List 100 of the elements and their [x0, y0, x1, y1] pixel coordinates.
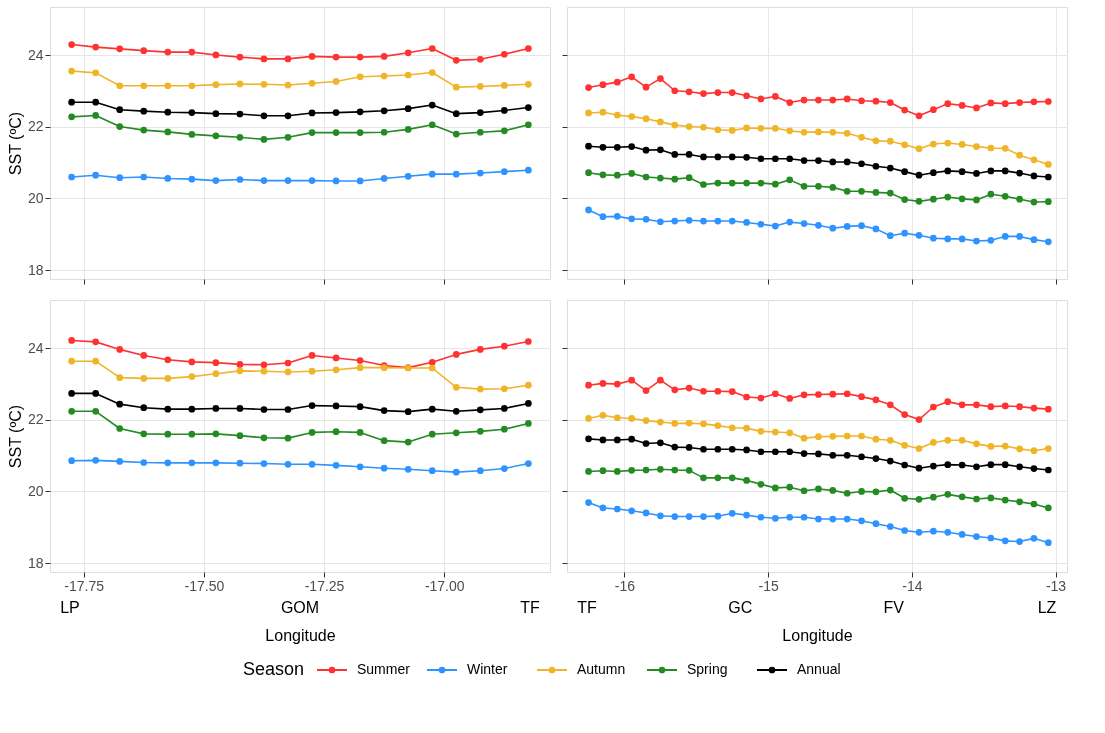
point: [92, 69, 100, 77]
point: [886, 137, 894, 145]
point: [260, 80, 268, 88]
point: [915, 197, 923, 205]
point: [786, 155, 794, 163]
point: [500, 385, 508, 393]
point: [800, 391, 808, 399]
point: [599, 504, 607, 512]
point: [68, 457, 75, 465]
point: [987, 99, 995, 107]
point: [428, 364, 436, 372]
x-tick-label: -17.25: [304, 577, 345, 594]
point: [404, 438, 412, 446]
point: [613, 505, 621, 513]
point: [858, 517, 865, 525]
point: [332, 428, 340, 436]
point: [858, 488, 865, 495]
point: [500, 107, 508, 114]
point: [1016, 403, 1023, 410]
point: [901, 441, 908, 449]
point: [356, 129, 364, 136]
point: [452, 170, 460, 178]
point: [260, 434, 268, 442]
point: [757, 513, 765, 521]
point: [944, 235, 952, 243]
point: [92, 338, 100, 346]
point: [1016, 233, 1023, 240]
point: [858, 97, 865, 105]
point: [428, 121, 436, 129]
legend-label: Summer: [357, 661, 411, 677]
x-tick-label: -13: [1045, 577, 1067, 594]
point: [743, 424, 750, 432]
point: [872, 435, 880, 443]
point: [500, 465, 508, 472]
point: [757, 220, 765, 228]
point: [786, 99, 794, 106]
point: [771, 155, 779, 163]
point: [1001, 461, 1009, 468]
point: [872, 137, 880, 145]
point: [92, 112, 100, 119]
point: [786, 429, 794, 437]
point: [628, 73, 636, 81]
point: [356, 403, 364, 410]
point: [886, 523, 894, 530]
point: [613, 380, 621, 388]
point: [356, 177, 364, 185]
point: [700, 90, 707, 97]
point: [613, 414, 621, 422]
point: [500, 342, 508, 350]
point: [786, 448, 794, 456]
point: [188, 131, 196, 138]
point: [332, 366, 340, 374]
point: [915, 231, 923, 239]
point: [700, 420, 707, 428]
point: [628, 215, 636, 223]
point: [901, 141, 908, 149]
point: [642, 440, 650, 447]
point: [858, 432, 865, 440]
point: [973, 237, 980, 245]
point: [428, 467, 436, 475]
point: [140, 173, 148, 181]
point: [404, 172, 412, 180]
point: [1044, 504, 1052, 512]
point: [1044, 539, 1052, 546]
point: [164, 128, 172, 136]
point: [525, 104, 532, 111]
point: [671, 420, 679, 427]
point: [930, 234, 937, 242]
point: [728, 89, 736, 96]
point: [599, 411, 607, 419]
point: [404, 126, 412, 133]
point: [308, 460, 316, 468]
point: [815, 182, 822, 190]
point: [657, 218, 664, 226]
point: [958, 531, 966, 538]
point: [886, 457, 894, 465]
point: [714, 126, 722, 134]
point: [628, 376, 636, 384]
point: [771, 514, 779, 522]
point: [728, 127, 736, 134]
point: [685, 123, 693, 130]
point: [714, 217, 722, 225]
point: [140, 82, 148, 90]
point: [1044, 238, 1052, 246]
point: [987, 144, 995, 152]
point: [657, 174, 664, 182]
point: [671, 386, 679, 394]
point: [685, 419, 693, 427]
point: [786, 218, 794, 226]
point: [642, 83, 650, 91]
point: [843, 95, 851, 103]
point: [1016, 99, 1023, 106]
point: [657, 465, 664, 473]
point: [380, 107, 388, 115]
point: [332, 354, 340, 362]
point: [800, 434, 808, 442]
point: [757, 394, 765, 402]
point: [757, 428, 765, 435]
point: [476, 169, 484, 177]
point: [930, 439, 937, 446]
